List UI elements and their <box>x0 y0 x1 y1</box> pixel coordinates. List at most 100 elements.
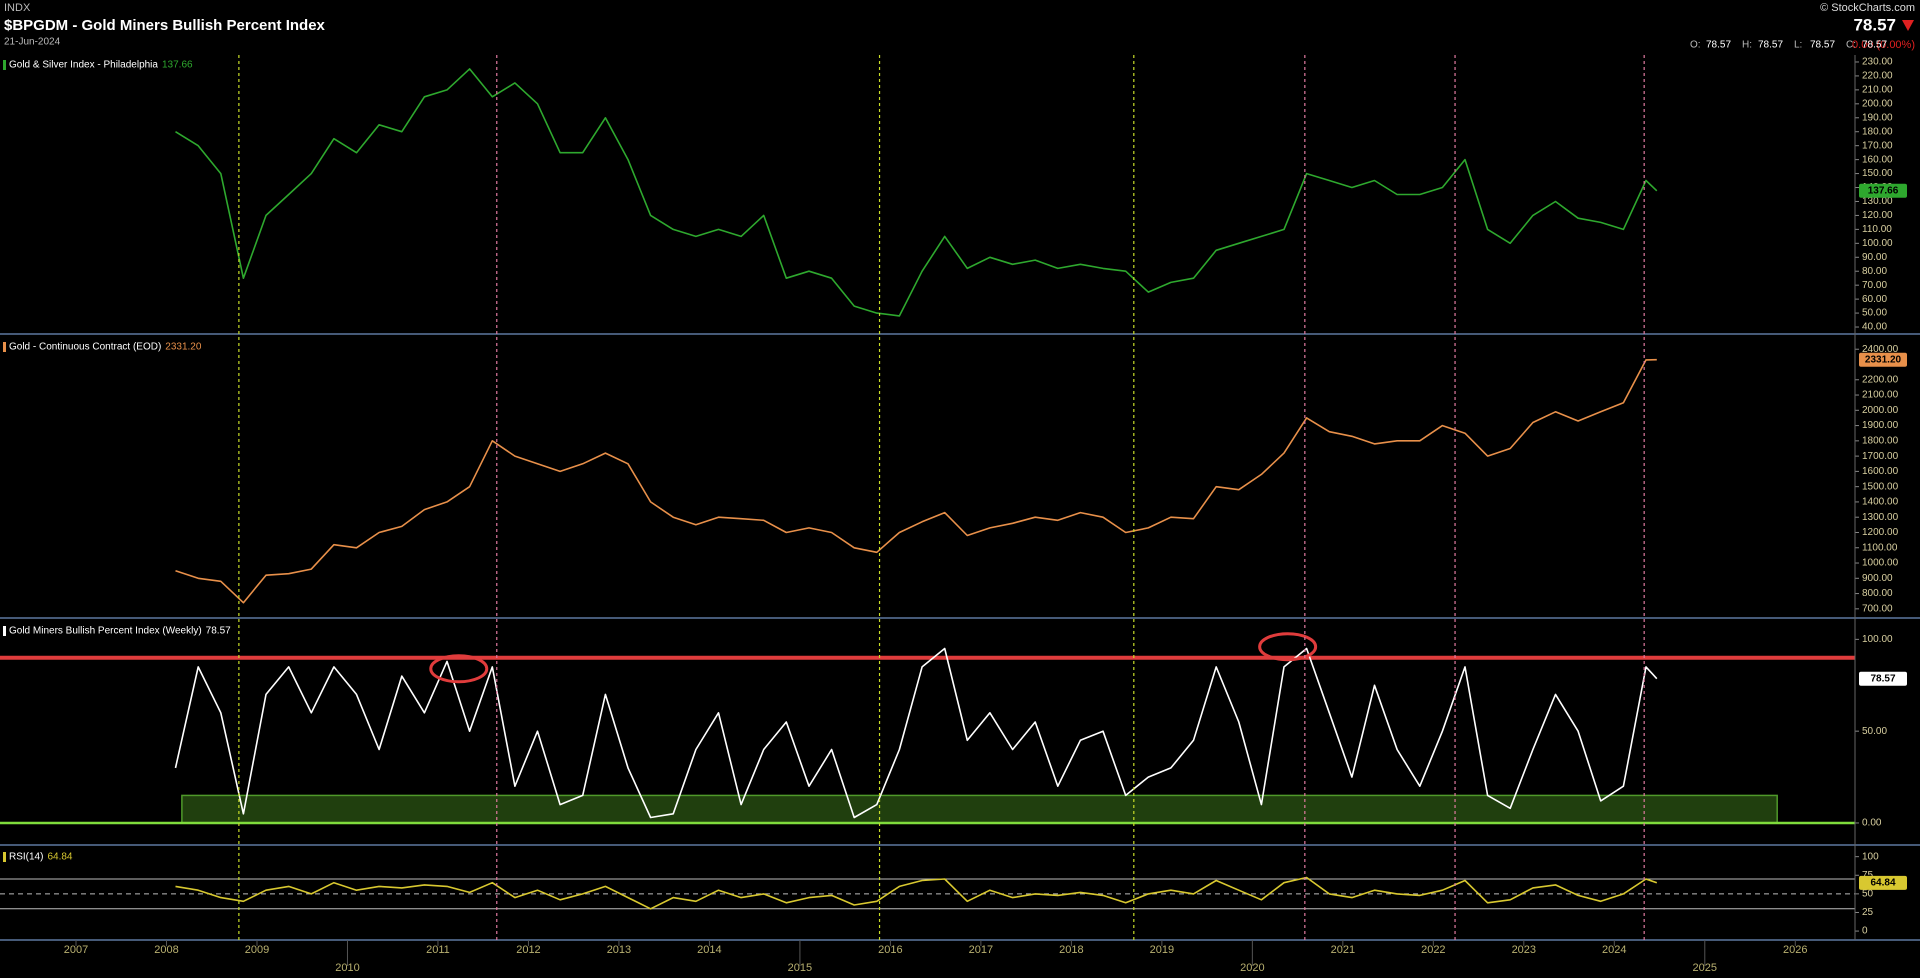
y-tick-label: 100 <box>1862 851 1879 862</box>
brand: © StockCharts.com <box>1820 2 1915 14</box>
ohlc-value: 78.57 <box>1706 40 1731 51</box>
y-tick-label: 2200.00 <box>1862 374 1899 385</box>
last-value-tag <box>1859 875 1907 890</box>
y-tick-label: 230.00 <box>1862 57 1893 68</box>
panel-title: Gold & Silver Index - Philadelphia <box>9 60 158 71</box>
series-line <box>174 647 1658 819</box>
x-tick-label: 2009 <box>245 944 269 956</box>
x-tick-label: 2023 <box>1512 944 1536 956</box>
y-tick-label: 2100.00 <box>1862 390 1899 401</box>
ohlc-label: C: <box>1846 40 1856 51</box>
y-tick-label: 700.00 <box>1862 603 1893 614</box>
series-line <box>175 358 1657 604</box>
x-tick-label: 2019 <box>1150 944 1174 956</box>
ohlc-value: 78.57 <box>1758 40 1783 51</box>
x-tick-label: 2017 <box>969 944 993 956</box>
panel-title: Gold Miners Bullish Percent Index (Weekl… <box>9 626 202 637</box>
x-tick-label: 2013 <box>607 944 631 956</box>
legend-swatch <box>3 60 6 70</box>
y-tick-label: 190.00 <box>1862 112 1893 123</box>
x-tick-label: 2014 <box>697 944 721 956</box>
panel-last-value: 64.84 <box>47 852 72 863</box>
panel-last-value: 78.57 <box>206 626 231 637</box>
y-tick-label: 1400.00 <box>1862 497 1899 508</box>
source: INDX <box>4 2 31 14</box>
panel-last-value: 137.66 <box>162 60 193 71</box>
last-value-tag <box>1859 183 1907 198</box>
x-tick-label: 2024 <box>1602 944 1626 956</box>
last-value-tag-label: 2331.20 <box>1865 354 1902 365</box>
y-tick-label: 60.00 <box>1862 294 1887 305</box>
chart-title: $BPGDM - Gold Miners Bullish Percent Ind… <box>4 17 326 34</box>
change: 0.00 (0.00%) <box>1852 39 1915 51</box>
y-tick-label: 1800.00 <box>1862 435 1899 446</box>
last-price: 78.57 <box>1853 15 1896 34</box>
y-tick-label: 120.00 <box>1862 210 1893 221</box>
y-tick-label: 210.00 <box>1862 85 1893 96</box>
down-arrow <box>1902 20 1914 31</box>
y-tick-label: 200.00 <box>1862 98 1893 109</box>
y-tick-label: 130.00 <box>1862 196 1893 207</box>
y-tick-label: 50.00 <box>1862 726 1887 737</box>
y-tick-label: 1900.00 <box>1862 420 1899 431</box>
panel-last-value: 2331.20 <box>165 342 202 353</box>
ohlc-label: O: <box>1690 40 1701 51</box>
y-tick-label: 1300.00 <box>1862 512 1899 523</box>
x-tick-label: 2010 <box>335 962 359 974</box>
y-tick-label: 170.00 <box>1862 140 1893 151</box>
y-tick-label: 900.00 <box>1862 573 1893 584</box>
panel-title: Gold - Continuous Contract (EOD) <box>9 342 161 353</box>
x-tick-label: 2015 <box>788 962 812 974</box>
legend-swatch <box>3 342 6 352</box>
ohlc-value: 78.57 <box>1862 40 1887 51</box>
y-tick-label: 2000.00 <box>1862 405 1899 416</box>
ohlc-value: 78.57 <box>1810 40 1835 51</box>
legend-swatch <box>3 852 6 862</box>
x-tick-label: 2021 <box>1331 944 1355 956</box>
y-tick-label: 1700.00 <box>1862 451 1899 462</box>
series-line <box>175 876 1658 910</box>
y-tick-label: 70.00 <box>1862 280 1887 291</box>
last-value-tag <box>1859 671 1907 686</box>
y-tick-label: 1000.00 <box>1862 558 1899 569</box>
y-tick-label: 100.00 <box>1862 238 1893 249</box>
y-tick-label: 150.00 <box>1862 168 1893 179</box>
y-tick-label: 110.00 <box>1862 224 1892 235</box>
y-tick-label: 2400.00 <box>1862 344 1899 355</box>
y-tick-label: 50.00 <box>1862 308 1887 319</box>
series-line <box>175 68 1658 317</box>
y-tick-label: 100.00 <box>1862 634 1893 645</box>
panel-title: RSI(14) <box>9 852 43 863</box>
x-tick-label: 2020 <box>1240 962 1264 974</box>
x-tick-label: 2012 <box>516 944 540 956</box>
y-tick-label: 160.00 <box>1862 154 1893 165</box>
y-tick-label: 800.00 <box>1862 588 1893 599</box>
legend-swatch <box>3 626 6 636</box>
y-tick-label: 40.00 <box>1862 322 1887 333</box>
y-tick-label: 1100.00 <box>1862 542 1898 553</box>
x-tick-label: 2025 <box>1693 962 1717 974</box>
x-tick-label: 2016 <box>878 944 902 956</box>
y-tick-label: 0.00 <box>1862 818 1882 829</box>
x-tick-label: 2026 <box>1783 944 1807 956</box>
y-tick-label: 50 <box>1862 889 1874 900</box>
x-tick-label: 2022 <box>1421 944 1445 956</box>
y-tick-label: 1500.00 <box>1862 481 1899 492</box>
last-value-tag-label: 64.84 <box>1870 877 1895 888</box>
x-tick-label: 2011 <box>426 944 450 956</box>
y-tick-label: 220.00 <box>1862 71 1893 82</box>
ohlc-label: L: <box>1794 40 1802 51</box>
last-value-tag-label: 137.66 <box>1868 185 1899 196</box>
x-tick-label: 2007 <box>64 944 88 956</box>
x-tick-label: 2018 <box>1059 944 1083 956</box>
y-tick-label: 0 <box>1862 926 1868 937</box>
y-tick-label: 1200.00 <box>1862 527 1899 538</box>
highlight <box>429 654 489 684</box>
y-tick-label: 75 <box>1862 870 1874 881</box>
y-tick-label: 25 <box>1862 907 1874 918</box>
y-tick-label: 90.00 <box>1862 252 1887 263</box>
y-tick-label: 1600.00 <box>1862 466 1899 477</box>
